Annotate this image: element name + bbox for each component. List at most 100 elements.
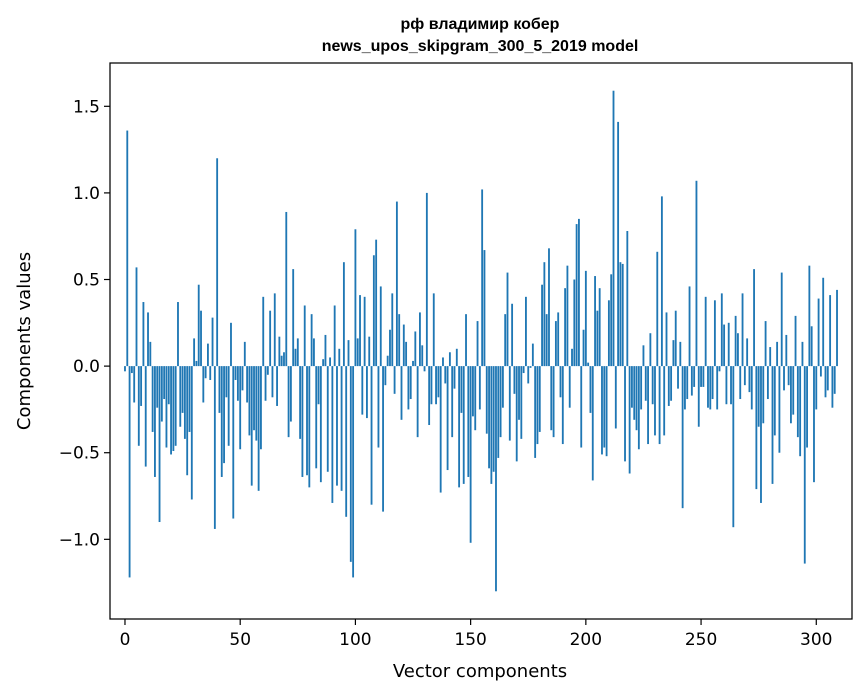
bar-5 — [135, 267, 138, 367]
bar-4 — [133, 366, 136, 403]
bar-1 — [126, 130, 129, 367]
bar-302 — [819, 366, 822, 377]
bar-200 — [584, 270, 587, 367]
bar-85 — [319, 366, 322, 483]
bar-62 — [266, 366, 269, 375]
bar-269 — [743, 366, 746, 386]
x-tick-label: 200 — [570, 630, 602, 650]
bar-286 — [783, 366, 785, 391]
bar-3 — [130, 366, 133, 374]
bar-98 — [349, 366, 352, 562]
bar-257 — [716, 366, 719, 410]
bar-109 — [375, 239, 378, 367]
bar-57 — [255, 366, 258, 441]
bar-8 — [142, 302, 145, 367]
x-axis-label: Vector components — [393, 661, 567, 682]
bar-79 — [306, 366, 308, 476]
bar-298 — [810, 326, 813, 367]
bar-253 — [707, 366, 709, 408]
bar-164 — [501, 366, 504, 408]
bar-6 — [137, 366, 140, 446]
x-tick-label: 300 — [800, 630, 832, 650]
bar-203 — [591, 366, 594, 481]
bar-293 — [799, 366, 802, 457]
bar-211 — [610, 274, 613, 367]
bar-91 — [333, 305, 336, 367]
bar-32 — [197, 284, 200, 367]
bar-65 — [273, 293, 276, 367]
bar-166 — [506, 272, 509, 367]
x-axis: 0 50 100 150 200 250 300 — [120, 619, 833, 650]
bar-13 — [154, 366, 156, 477]
bar-147 — [462, 366, 465, 484]
bar-240 — [677, 366, 679, 389]
bar-167 — [508, 366, 511, 441]
bar-105 — [366, 366, 368, 419]
bar-48 — [234, 366, 237, 380]
bar-130 — [423, 366, 426, 372]
bar-292 — [796, 366, 799, 438]
bar-67 — [278, 336, 281, 367]
bar-151 — [472, 366, 474, 417]
bar-127 — [416, 366, 419, 438]
bar-81 — [310, 314, 313, 367]
bar-60 — [262, 296, 265, 367]
bar-261 — [725, 366, 728, 405]
bar-41 — [218, 366, 221, 413]
bar-264 — [732, 366, 735, 528]
bar-14 — [156, 366, 159, 408]
bar-301 — [817, 298, 820, 367]
bar-16 — [160, 366, 163, 422]
bar-63 — [269, 310, 272, 367]
bar-102 — [359, 295, 361, 367]
bar-176 — [529, 366, 532, 368]
bar-220 — [631, 366, 633, 408]
bar-296 — [806, 366, 808, 448]
bar-93 — [338, 348, 341, 367]
bar-223 — [637, 366, 640, 450]
bar-18 — [165, 366, 168, 448]
bar-282 — [773, 366, 776, 436]
bar-17 — [163, 366, 166, 400]
bar-284 — [778, 366, 781, 453]
bar-243 — [684, 366, 686, 410]
bar-20 — [170, 366, 172, 455]
bar-169 — [513, 366, 516, 394]
bar-281 — [771, 366, 774, 484]
bar-36 — [207, 343, 209, 367]
bar-236 — [667, 366, 670, 406]
bar-133 — [430, 366, 433, 405]
bar-252 — [704, 296, 707, 367]
bar-87 — [324, 334, 327, 367]
x-tick-label: 250 — [685, 630, 717, 650]
bar-177 — [531, 343, 534, 367]
bar-248 — [695, 180, 698, 367]
bar-226 — [644, 366, 647, 401]
bar-124 — [409, 366, 412, 400]
bar-129 — [421, 345, 424, 367]
bar-300 — [815, 366, 818, 410]
bar-227 — [647, 366, 649, 445]
bar-111 — [379, 286, 382, 367]
bar-209 — [605, 366, 608, 457]
y-tick-label: 0.5 — [73, 271, 100, 291]
bar-288 — [787, 366, 790, 386]
bar-215 — [619, 262, 622, 367]
bar-107 — [370, 366, 373, 505]
bar-28 — [188, 366, 191, 432]
bar-190 — [561, 366, 564, 445]
bar-45 — [227, 366, 230, 446]
bar-103 — [361, 366, 364, 415]
bar-156 — [483, 250, 486, 367]
bar-50 — [239, 366, 242, 450]
bar-218 — [626, 231, 629, 367]
bar-216 — [621, 263, 624, 367]
bar-188 — [557, 312, 560, 367]
bar-265 — [734, 315, 737, 367]
bar-283 — [776, 341, 779, 367]
bar-180 — [538, 366, 541, 432]
bar-196 — [575, 224, 578, 367]
bar-95 — [342, 262, 345, 367]
x-tick-label: 100 — [339, 630, 371, 650]
